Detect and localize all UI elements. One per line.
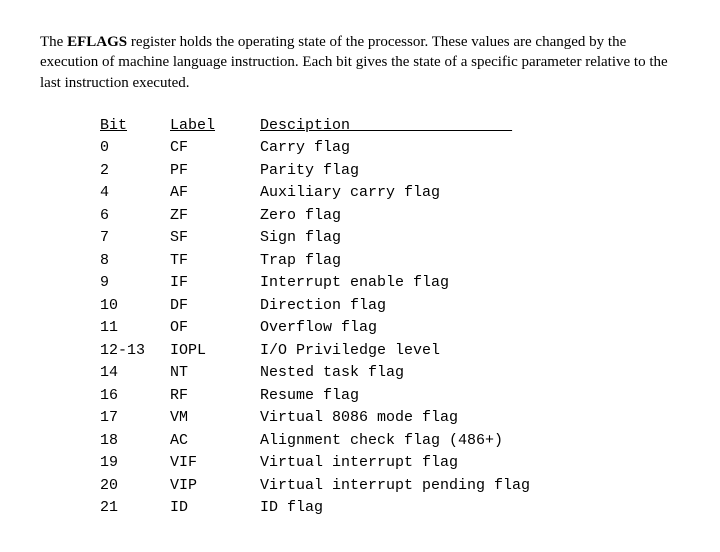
cell-desc: Alignment check flag (486+) xyxy=(260,430,680,453)
table-row: 7SFSign flag xyxy=(100,227,680,250)
cell-desc: Parity flag xyxy=(260,160,680,183)
cell-bit: 20 xyxy=(100,475,170,498)
cell-label: AC xyxy=(170,430,260,453)
table-row: 16RFResume flag xyxy=(100,385,680,408)
cell-bit: 17 xyxy=(100,407,170,430)
cell-desc: Direction flag xyxy=(260,295,680,318)
table-row: 4AFAuxiliary carry flag xyxy=(100,182,680,205)
cell-desc: ID flag xyxy=(260,497,680,520)
cell-bit: 4 xyxy=(100,182,170,205)
cell-bit: 8 xyxy=(100,250,170,273)
table-row: 11OFOverflow flag xyxy=(100,317,680,340)
cell-label: VIF xyxy=(170,452,260,475)
header-bit: Bit xyxy=(100,115,170,138)
cell-bit: 18 xyxy=(100,430,170,453)
cell-label: TF xyxy=(170,250,260,273)
table-row: 17VMVirtual 8086 mode flag xyxy=(100,407,680,430)
table-row: 14NTNested task flag xyxy=(100,362,680,385)
cell-label: OF xyxy=(170,317,260,340)
cell-bit: 9 xyxy=(100,272,170,295)
intro-prefix: The xyxy=(40,34,67,50)
cell-bit: 7 xyxy=(100,227,170,250)
cell-label: CF xyxy=(170,137,260,160)
cell-label: SF xyxy=(170,227,260,250)
cell-label: IF xyxy=(170,272,260,295)
eflags-table: Bit Label Desciption 0CFCarry flag2PFPar… xyxy=(100,115,680,520)
header-desc: Desciption xyxy=(260,115,680,138)
intro-paragraph: The EFLAGS register holds the operating … xyxy=(40,32,680,93)
cell-label: DF xyxy=(170,295,260,318)
cell-bit: 21 xyxy=(100,497,170,520)
table-row: 18ACAlignment check flag (486+) xyxy=(100,430,680,453)
table-row: 10DFDirection flag xyxy=(100,295,680,318)
cell-desc: Auxiliary carry flag xyxy=(260,182,680,205)
cell-bit: 10 xyxy=(100,295,170,318)
table-header-row: Bit Label Desciption xyxy=(100,115,680,138)
cell-bit: 6 xyxy=(100,205,170,228)
cell-desc: Virtual interrupt flag xyxy=(260,452,680,475)
cell-label: PF xyxy=(170,160,260,183)
cell-bit: 19 xyxy=(100,452,170,475)
table-row: 12-13IOPLI/O Priviledge level xyxy=(100,340,680,363)
cell-desc: Nested task flag xyxy=(260,362,680,385)
cell-desc: I/O Priviledge level xyxy=(260,340,680,363)
cell-desc: Carry flag xyxy=(260,137,680,160)
cell-label: AF xyxy=(170,182,260,205)
table-row: 20VIPVirtual interrupt pending flag xyxy=(100,475,680,498)
cell-label: NT xyxy=(170,362,260,385)
table-row: 21IDID flag xyxy=(100,497,680,520)
table-row: 8TFTrap flag xyxy=(100,250,680,273)
cell-bit: 0 xyxy=(100,137,170,160)
table-row: 19VIFVirtual interrupt flag xyxy=(100,452,680,475)
header-label: Label xyxy=(170,115,260,138)
cell-desc: Resume flag xyxy=(260,385,680,408)
cell-desc: Virtual 8086 mode flag xyxy=(260,407,680,430)
intro-rest: register holds the operating state of th… xyxy=(40,34,668,91)
table-row: 2PFParity flag xyxy=(100,160,680,183)
table-row: 9IFInterrupt enable flag xyxy=(100,272,680,295)
cell-label: IOPL xyxy=(170,340,260,363)
cell-desc: Zero flag xyxy=(260,205,680,228)
cell-label: ID xyxy=(170,497,260,520)
cell-label: VM xyxy=(170,407,260,430)
cell-label: ZF xyxy=(170,205,260,228)
cell-bit: 16 xyxy=(100,385,170,408)
cell-bit: 12-13 xyxy=(100,340,170,363)
cell-desc: Sign flag xyxy=(260,227,680,250)
cell-bit: 14 xyxy=(100,362,170,385)
cell-bit: 2 xyxy=(100,160,170,183)
cell-desc: Interrupt enable flag xyxy=(260,272,680,295)
cell-desc: Overflow flag xyxy=(260,317,680,340)
table-row: 6ZFZero flag xyxy=(100,205,680,228)
cell-label: RF xyxy=(170,385,260,408)
intro-bold: EFLAGS xyxy=(67,34,127,50)
cell-desc: Virtual interrupt pending flag xyxy=(260,475,680,498)
cell-desc: Trap flag xyxy=(260,250,680,273)
table-row: 0CFCarry flag xyxy=(100,137,680,160)
cell-bit: 11 xyxy=(100,317,170,340)
cell-label: VIP xyxy=(170,475,260,498)
